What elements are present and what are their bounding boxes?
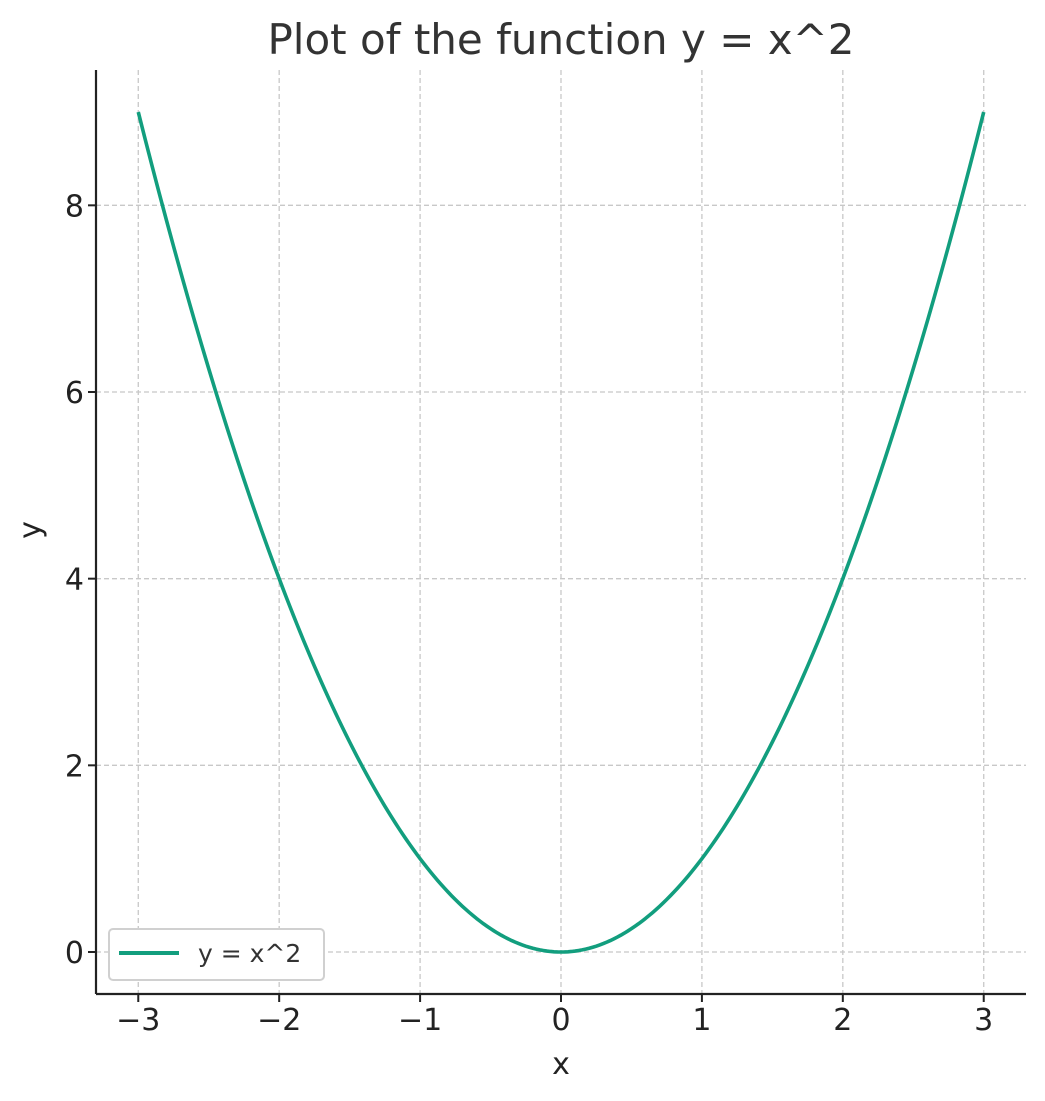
legend-label-y-x2: y = x^2 bbox=[198, 939, 301, 968]
x-tick-label: −1 bbox=[398, 1003, 442, 1038]
y-tick-label: 0 bbox=[65, 936, 84, 971]
y-tick-label: 4 bbox=[65, 563, 84, 598]
x-axis-label: x bbox=[552, 1047, 570, 1082]
x-tick-label: 3 bbox=[974, 1003, 993, 1038]
x-tick-label: −3 bbox=[116, 1003, 160, 1038]
legend-box bbox=[108, 928, 325, 981]
x-tick-label: 1 bbox=[692, 1003, 711, 1038]
ticks: −3 −2 −1 0 1 2 3 0 2 4 6 8 bbox=[65, 189, 993, 1038]
x-tick-label: 2 bbox=[833, 1003, 852, 1038]
x-tick-label: 0 bbox=[551, 1003, 570, 1038]
series-line-y-x2 bbox=[136, 111, 986, 954]
series bbox=[136, 111, 986, 954]
grid bbox=[96, 70, 1026, 994]
chart-title: Plot of the function y = x^2 bbox=[267, 15, 854, 64]
y-tick-label: 6 bbox=[65, 376, 84, 411]
y-axis-label: y bbox=[13, 521, 48, 539]
x-tick-label: −2 bbox=[257, 1003, 301, 1038]
y-tick-label: 2 bbox=[65, 749, 84, 784]
legend: y = x^2 bbox=[108, 928, 325, 981]
y-tick-label: 8 bbox=[65, 189, 84, 224]
